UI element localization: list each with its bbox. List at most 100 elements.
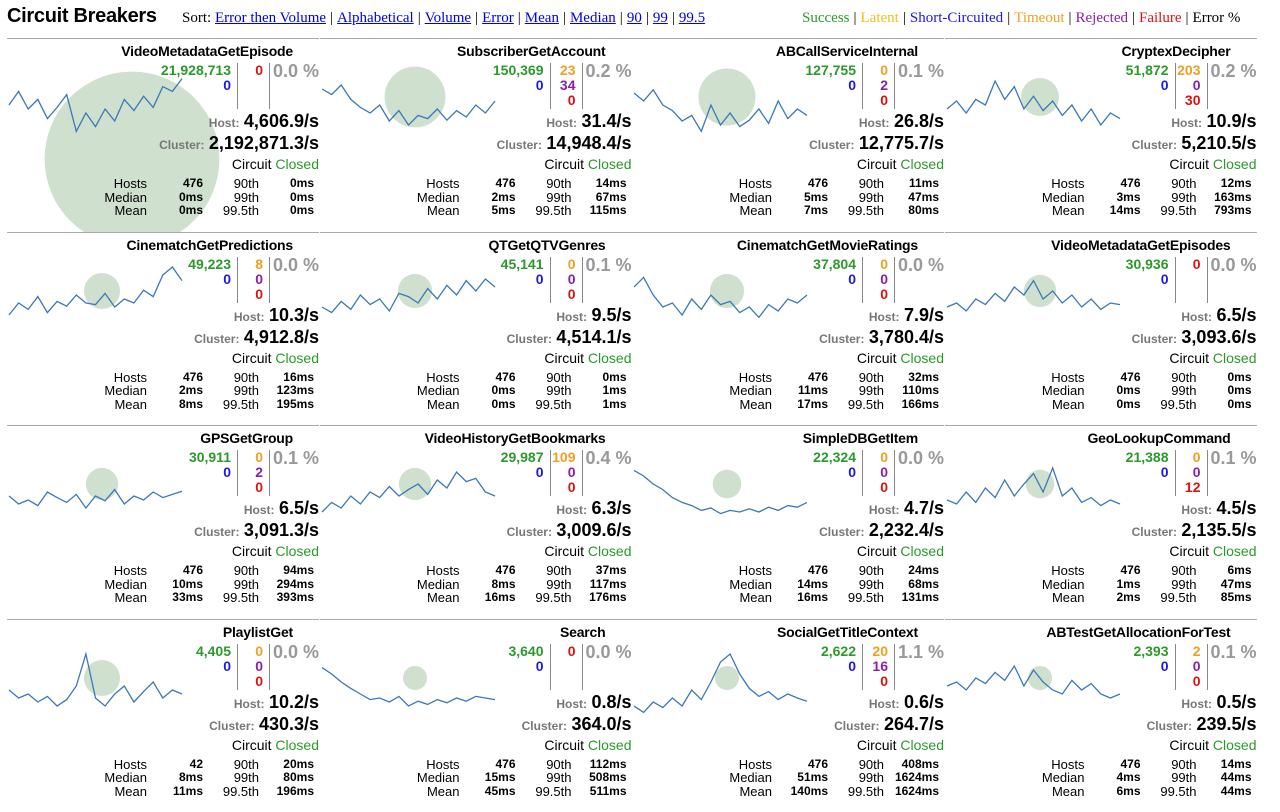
circuit-name[interactable]: GeoLookupCommand — [1087, 430, 1231, 446]
p90-label: 90th — [858, 756, 884, 772]
host-label: Host: — [868, 696, 900, 711]
circuit-state: Closed — [275, 543, 319, 559]
p99-label: 99th — [233, 770, 259, 785]
circuit-name[interactable]: ABCallServiceInternal — [775, 43, 918, 59]
hosts-label: Hosts — [113, 756, 147, 772]
sort-error-link[interactable]: Error — [482, 10, 514, 26]
circuit-state: Closed — [900, 156, 944, 172]
divider — [1174, 63, 1176, 109]
counts-primary: 3,640 0 — [508, 643, 543, 674]
counts-secondary: 8 0 0 — [255, 255, 263, 302]
circuit-name[interactable]: SimpleDBGetItem — [802, 430, 918, 446]
latency-stats: Hosts 476 90th 6ms Median 1ms 99th 47ms … — [945, 563, 1257, 605]
circuit-status: Circuit Closed — [544, 737, 631, 753]
p90-value: 12ms — [1220, 176, 1252, 190]
p90-label: 90th — [858, 176, 884, 191]
circuit-status: Circuit Closed — [232, 543, 319, 559]
cluster-rate-value: 264.7/s — [883, 713, 944, 734]
sparkline — [946, 466, 1120, 507]
circuit-name[interactable]: CinematchGetMovieRatings — [736, 236, 918, 253]
stats-row: Hosts 476 90th 11ms — [632, 176, 944, 191]
timeout-count: 0 — [567, 255, 576, 272]
circuit-state: Closed — [275, 736, 319, 753]
circuit-name[interactable]: VideoMetadataGetEpisode — [121, 43, 293, 59]
circuit-name[interactable]: SocialGetTitleContext — [776, 623, 918, 640]
sparkline — [633, 469, 808, 515]
p99-value: 47ms — [1220, 576, 1252, 591]
timeout-count: 0 — [880, 255, 888, 272]
stats-row: Mean 2ms 99.5th 85ms — [945, 590, 1257, 605]
p99-label: 99th — [233, 576, 259, 592]
host-rate: Host: 26.8/s — [859, 111, 944, 132]
sparkline-chart — [8, 650, 183, 707]
circuit-card: QTGetQTVGenres 45,141 0 0 0 0 0.1 % Host… — [319, 231, 632, 426]
sort-median-link[interactable]: Median — [569, 10, 616, 26]
divider — [237, 643, 238, 690]
p90-label: 90th — [858, 369, 884, 385]
circuit-card: SimpleDBGetItem 22,324 0 0 0 0 0.0 % Hos… — [632, 425, 944, 619]
host-rate-value: 0.5/s — [1216, 691, 1257, 712]
stats-row: Median 8ms 99th 80ms — [7, 770, 319, 785]
p995-value: 115ms — [589, 203, 627, 217]
p99-label: 99th — [858, 189, 884, 205]
sort-mean-link[interactable]: Mean — [524, 10, 559, 26]
timeout-count: 0 — [880, 62, 888, 78]
circuit-name[interactable]: SubscriberGetAccount — [457, 43, 606, 59]
sort-99-link[interactable]: 99 — [652, 10, 668, 26]
mean-value: 0ms — [1116, 396, 1141, 411]
sort-99-5-link[interactable]: 99.5 — [678, 10, 706, 26]
circuit-name[interactable]: VideoMetadataGetEpisodes — [1051, 236, 1231, 253]
circuit-name[interactable]: GPSGetGroup — [200, 430, 293, 446]
cluster-label: Cluster: — [521, 718, 567, 733]
cluster-rate: Cluster: 430.3/s — [209, 714, 319, 735]
short-circuited-count: 0 — [1160, 464, 1169, 480]
circuit-name[interactable]: ABTestGetAllocationForTest — [1046, 623, 1231, 640]
circuit-name[interactable]: CinematchGetPredictions — [126, 236, 293, 253]
rejected-count: 0 — [255, 270, 263, 287]
mean-label: Mean — [739, 590, 772, 605]
sort-error-then-volume-link[interactable]: Error then Volume — [214, 10, 327, 26]
p90-label: 90th — [546, 756, 572, 772]
stats-row: Median 2ms 99th 123ms — [7, 383, 319, 398]
short-circuited-count: 0 — [223, 657, 231, 674]
sort-volume-link[interactable]: Volume — [424, 10, 472, 26]
stats-row: Mean 11ms 99.5th 196ms — [7, 784, 319, 799]
stats-row: Mean 33ms 99.5th 393ms — [7, 590, 319, 605]
cluster-label: Cluster: — [194, 331, 240, 346]
separator: | — [1185, 10, 1189, 26]
counts-primary: 22,324 0 — [813, 450, 856, 480]
host-label: Host: — [233, 309, 265, 324]
volume-circle — [398, 467, 431, 501]
circuit-name[interactable]: VideoHistoryGetBookmarks — [424, 430, 606, 446]
stats-row: Mean 140ms 99.5th 1624ms — [632, 784, 944, 799]
p995-value: 511ms — [589, 783, 627, 798]
timeout-count: 0 — [1192, 449, 1201, 465]
separator: | — [562, 10, 566, 26]
host-label: Host: — [1181, 309, 1212, 324]
stats-row: Hosts 476 90th 32ms — [632, 369, 944, 385]
circuit-name[interactable]: QTGetQTVGenres — [488, 236, 606, 253]
timeout-count: 8 — [255, 255, 263, 272]
p90-label: 90th — [546, 176, 572, 191]
mean-label: Mean — [114, 396, 147, 412]
latency-stats: Hosts 476 90th 14ms Median 4ms 99th 44ms… — [945, 757, 1257, 799]
circuit-name[interactable]: PlaylistGet — [222, 623, 293, 640]
mean-value: 16ms — [484, 590, 516, 604]
circuit-state: Closed — [275, 349, 319, 366]
circuit-name[interactable]: CryptexDecipher — [1121, 43, 1231, 59]
sort-90-link[interactable]: 90 — [626, 10, 642, 26]
stats-row: Median 4ms 99th 44ms — [945, 770, 1257, 785]
host-rate-value: 4.7/s — [903, 498, 944, 518]
counts-secondary: 0 2 0 — [255, 450, 263, 495]
divider — [1206, 450, 1208, 496]
separator: | — [1132, 10, 1136, 26]
rejected-count: 0 — [1192, 464, 1201, 480]
failure-count: 0 — [255, 62, 263, 78]
failure-count: 0 — [880, 92, 888, 108]
circuit-name[interactable]: Search — [560, 623, 606, 640]
failure-count: 0 — [567, 285, 576, 302]
sort-alphabetical-link[interactable]: Alphabetical — [337, 10, 414, 26]
separator: | — [853, 10, 857, 26]
cluster-label: Cluster: — [1131, 525, 1177, 539]
counts-secondary: 0 — [1193, 256, 1201, 272]
